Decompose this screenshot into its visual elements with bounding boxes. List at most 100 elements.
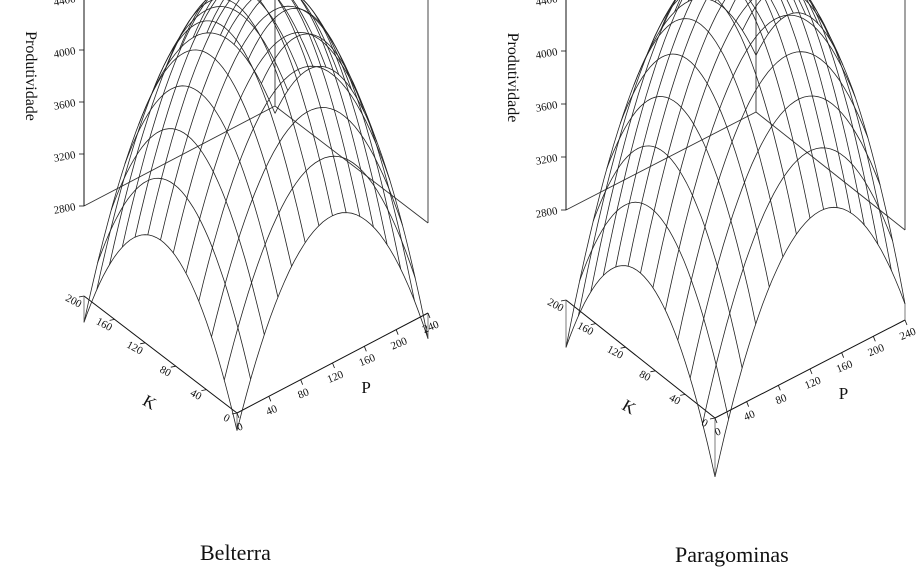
k-tick-label: 40 [188,387,204,403]
z-tick-label: 4000 [53,45,77,61]
p-tick [777,385,781,391]
p-tick-label: 40 [742,408,757,423]
k-tick-label: 200 [545,296,566,315]
p-tick-label: 120 [803,374,823,391]
mesh-line-k [578,0,769,316]
mesh-line-k [198,65,391,302]
k-tick [590,323,596,325]
p-tick [395,329,399,335]
p-tick [427,312,431,319]
box-edge [274,105,429,224]
mesh-line-p [220,0,374,228]
mesh-line-p [579,201,729,419]
k-tick [680,394,686,396]
mesh-line-p [687,0,838,208]
p-tick-label: 160 [835,358,855,375]
mesh-line-k [677,51,869,341]
z-tick-label: 3200 [53,149,77,165]
p-tick [714,417,718,424]
k-tick-label: 160 [575,320,596,339]
p-tick [300,379,304,385]
mesh-line-k [185,31,378,274]
mesh-line-p [647,0,797,235]
surface-mesh [565,0,906,477]
mesh-line-p [793,0,852,213]
p-tick [363,346,367,352]
mesh-line-p [274,65,429,339]
mesh-line-k [223,155,416,380]
mesh-line-k [689,95,881,379]
k-tick-label: 0 [699,417,710,430]
mesh-line-p [714,0,865,226]
z-axis-label: Produtividade [504,33,521,123]
k-tick-label: 80 [637,368,653,384]
z-tick-label: 2800 [535,205,559,221]
panel-title-paragominas: Paragominas [675,542,789,567]
box-edge [565,111,757,211]
z-tick-label: 3600 [535,99,559,115]
z-axis-label: Produtividade [22,31,39,121]
k-tick [709,417,716,420]
mesh-line-k [96,5,289,290]
k-tick [78,295,85,298]
k-tick [140,342,146,345]
mesh-line-k [565,0,757,348]
mesh-line-k [627,0,819,267]
mesh-line-k [664,14,856,311]
mesh-line-k [602,0,794,276]
mesh-line-k [83,32,276,323]
z-tick-label: 3600 [53,97,77,113]
z-tick-label: 2800 [53,201,77,217]
p-tick-label: 80 [296,386,311,401]
p-tick-label: 240 [898,325,916,342]
k-tick [170,365,176,368]
p-tick-label: 0 [235,420,245,433]
mesh-line-p [110,128,265,335]
mesh-line-k [640,0,831,274]
mesh-line-p [606,96,757,324]
z-tick-label: 3200 [535,152,559,168]
k-axis-label: K [619,396,640,419]
k-tick [650,370,656,373]
p-tick [904,319,908,326]
p-tick [268,396,272,402]
k-axis-label: K [139,391,160,414]
p-tick-label: 40 [264,403,279,418]
k-tick-label: 120 [605,343,626,362]
k-tick-label: 0 [221,412,232,425]
mesh-line-k [160,0,352,241]
mesh-line-k [236,212,429,431]
mesh-line-p [660,0,811,219]
p-tick [872,336,876,342]
surface-plot-belterra: 0 40 80 120 160 200 240 0 40 80 120 160 200 2800 3200 3… [22,0,441,434]
p-tick-label: 0 [713,425,723,438]
mesh-line-k [702,147,893,424]
mesh-line-k [134,0,327,238]
mesh-line-k [590,0,782,292]
mesh-line-k [121,0,314,248]
p-tick-label: 120 [325,368,345,385]
p-tick-label: 160 [357,352,377,369]
p-tick [841,352,845,358]
k-tick [560,299,567,302]
p-tick [236,412,240,419]
k-tick [620,346,626,349]
mesh-line-k [172,5,365,253]
mesh-line-p [755,12,906,305]
p-tick-label: 200 [389,335,409,352]
k-tick-label: 120 [125,339,146,358]
box-edge [83,105,276,207]
mesh-line-k [109,0,301,265]
surface-plot-paragominas: 0 40 80 120 160 200 240 0 40 80 120 160 200 2800 3200 3… [504,0,916,477]
surface-mesh [83,0,429,431]
p-tick [746,401,750,407]
k-axis-line [565,299,716,419]
p-tick-label: 240 [421,318,441,335]
k-tick [109,319,115,321]
k-axis-line [83,295,238,414]
mesh-line-p [192,0,347,213]
mesh-line-k [714,206,906,477]
mesh-line-k [652,0,844,288]
z-tick-label: 4400 [53,0,77,9]
